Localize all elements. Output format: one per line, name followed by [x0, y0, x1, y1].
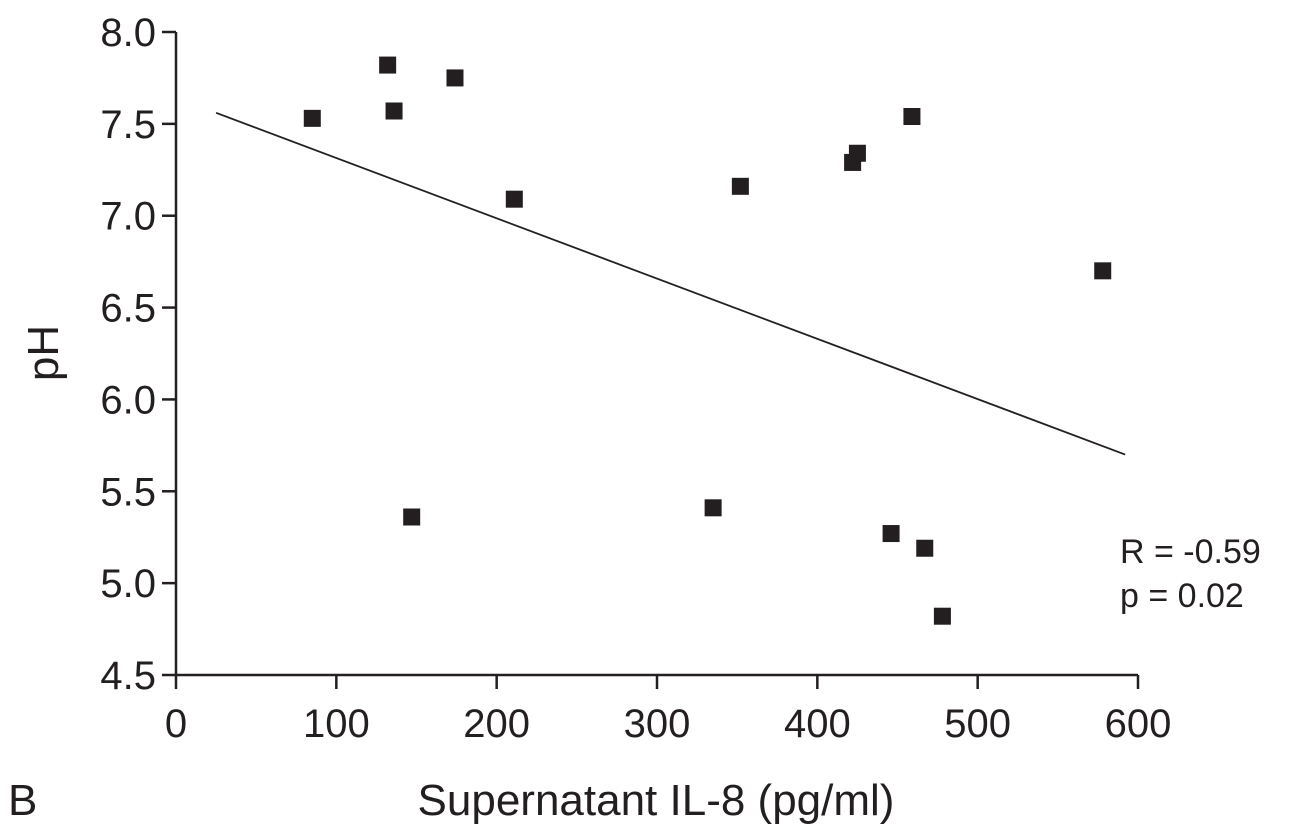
y-tick-label: 6.5: [100, 287, 156, 331]
trendline-group: [215, 111, 1126, 456]
data-point: [385, 102, 403, 120]
x-axis-title: Supernatant IL-8 (pg/ml): [418, 776, 895, 825]
x-tick-label: 600: [1105, 702, 1172, 746]
x-tick-label: 400: [784, 702, 851, 746]
x-tick-label: 100: [303, 702, 370, 746]
data-point: [704, 499, 722, 517]
data-point: [731, 177, 749, 195]
y-tick-label: 5.0: [100, 562, 156, 606]
data-point: [446, 69, 464, 87]
data-point: [303, 109, 321, 127]
y-axis-title: pH: [19, 325, 68, 381]
x-ticks: 0 100 200 300 400 500 600: [165, 675, 1172, 746]
x-tick-label: 200: [463, 702, 530, 746]
data-point: [916, 539, 934, 557]
annotation-p: p = 0.02: [1120, 577, 1244, 615]
y-tick-label: 8.0: [100, 11, 156, 55]
data-point: [1094, 262, 1112, 280]
axes: [174, 32, 1138, 677]
data-point: [848, 144, 866, 162]
data-point: [403, 508, 421, 526]
y-tick-label: 6.0: [100, 378, 156, 422]
x-tick-label: 0: [165, 702, 187, 746]
y-ticks: 4.5 5.0 5.5 6.0 6.5 7.0 7.5 8.0: [100, 11, 176, 698]
data-point: [903, 108, 921, 126]
y-tick-label: 4.5: [100, 654, 156, 698]
data-point: [505, 190, 523, 208]
data-point: [933, 607, 951, 625]
annotation-r: R = -0.59: [1120, 533, 1261, 571]
panel-label: B: [8, 776, 37, 825]
x-tick-label: 300: [624, 702, 691, 746]
y-tick-label: 5.5: [100, 470, 156, 514]
y-tick-label: 7.5: [100, 103, 156, 147]
data-point: [379, 56, 397, 74]
trendline: [215, 111, 1126, 456]
y-tick-label: 7.0: [100, 195, 156, 239]
data-points: [303, 56, 1112, 625]
x-tick-label: 500: [944, 702, 1011, 746]
data-point: [882, 525, 900, 543]
